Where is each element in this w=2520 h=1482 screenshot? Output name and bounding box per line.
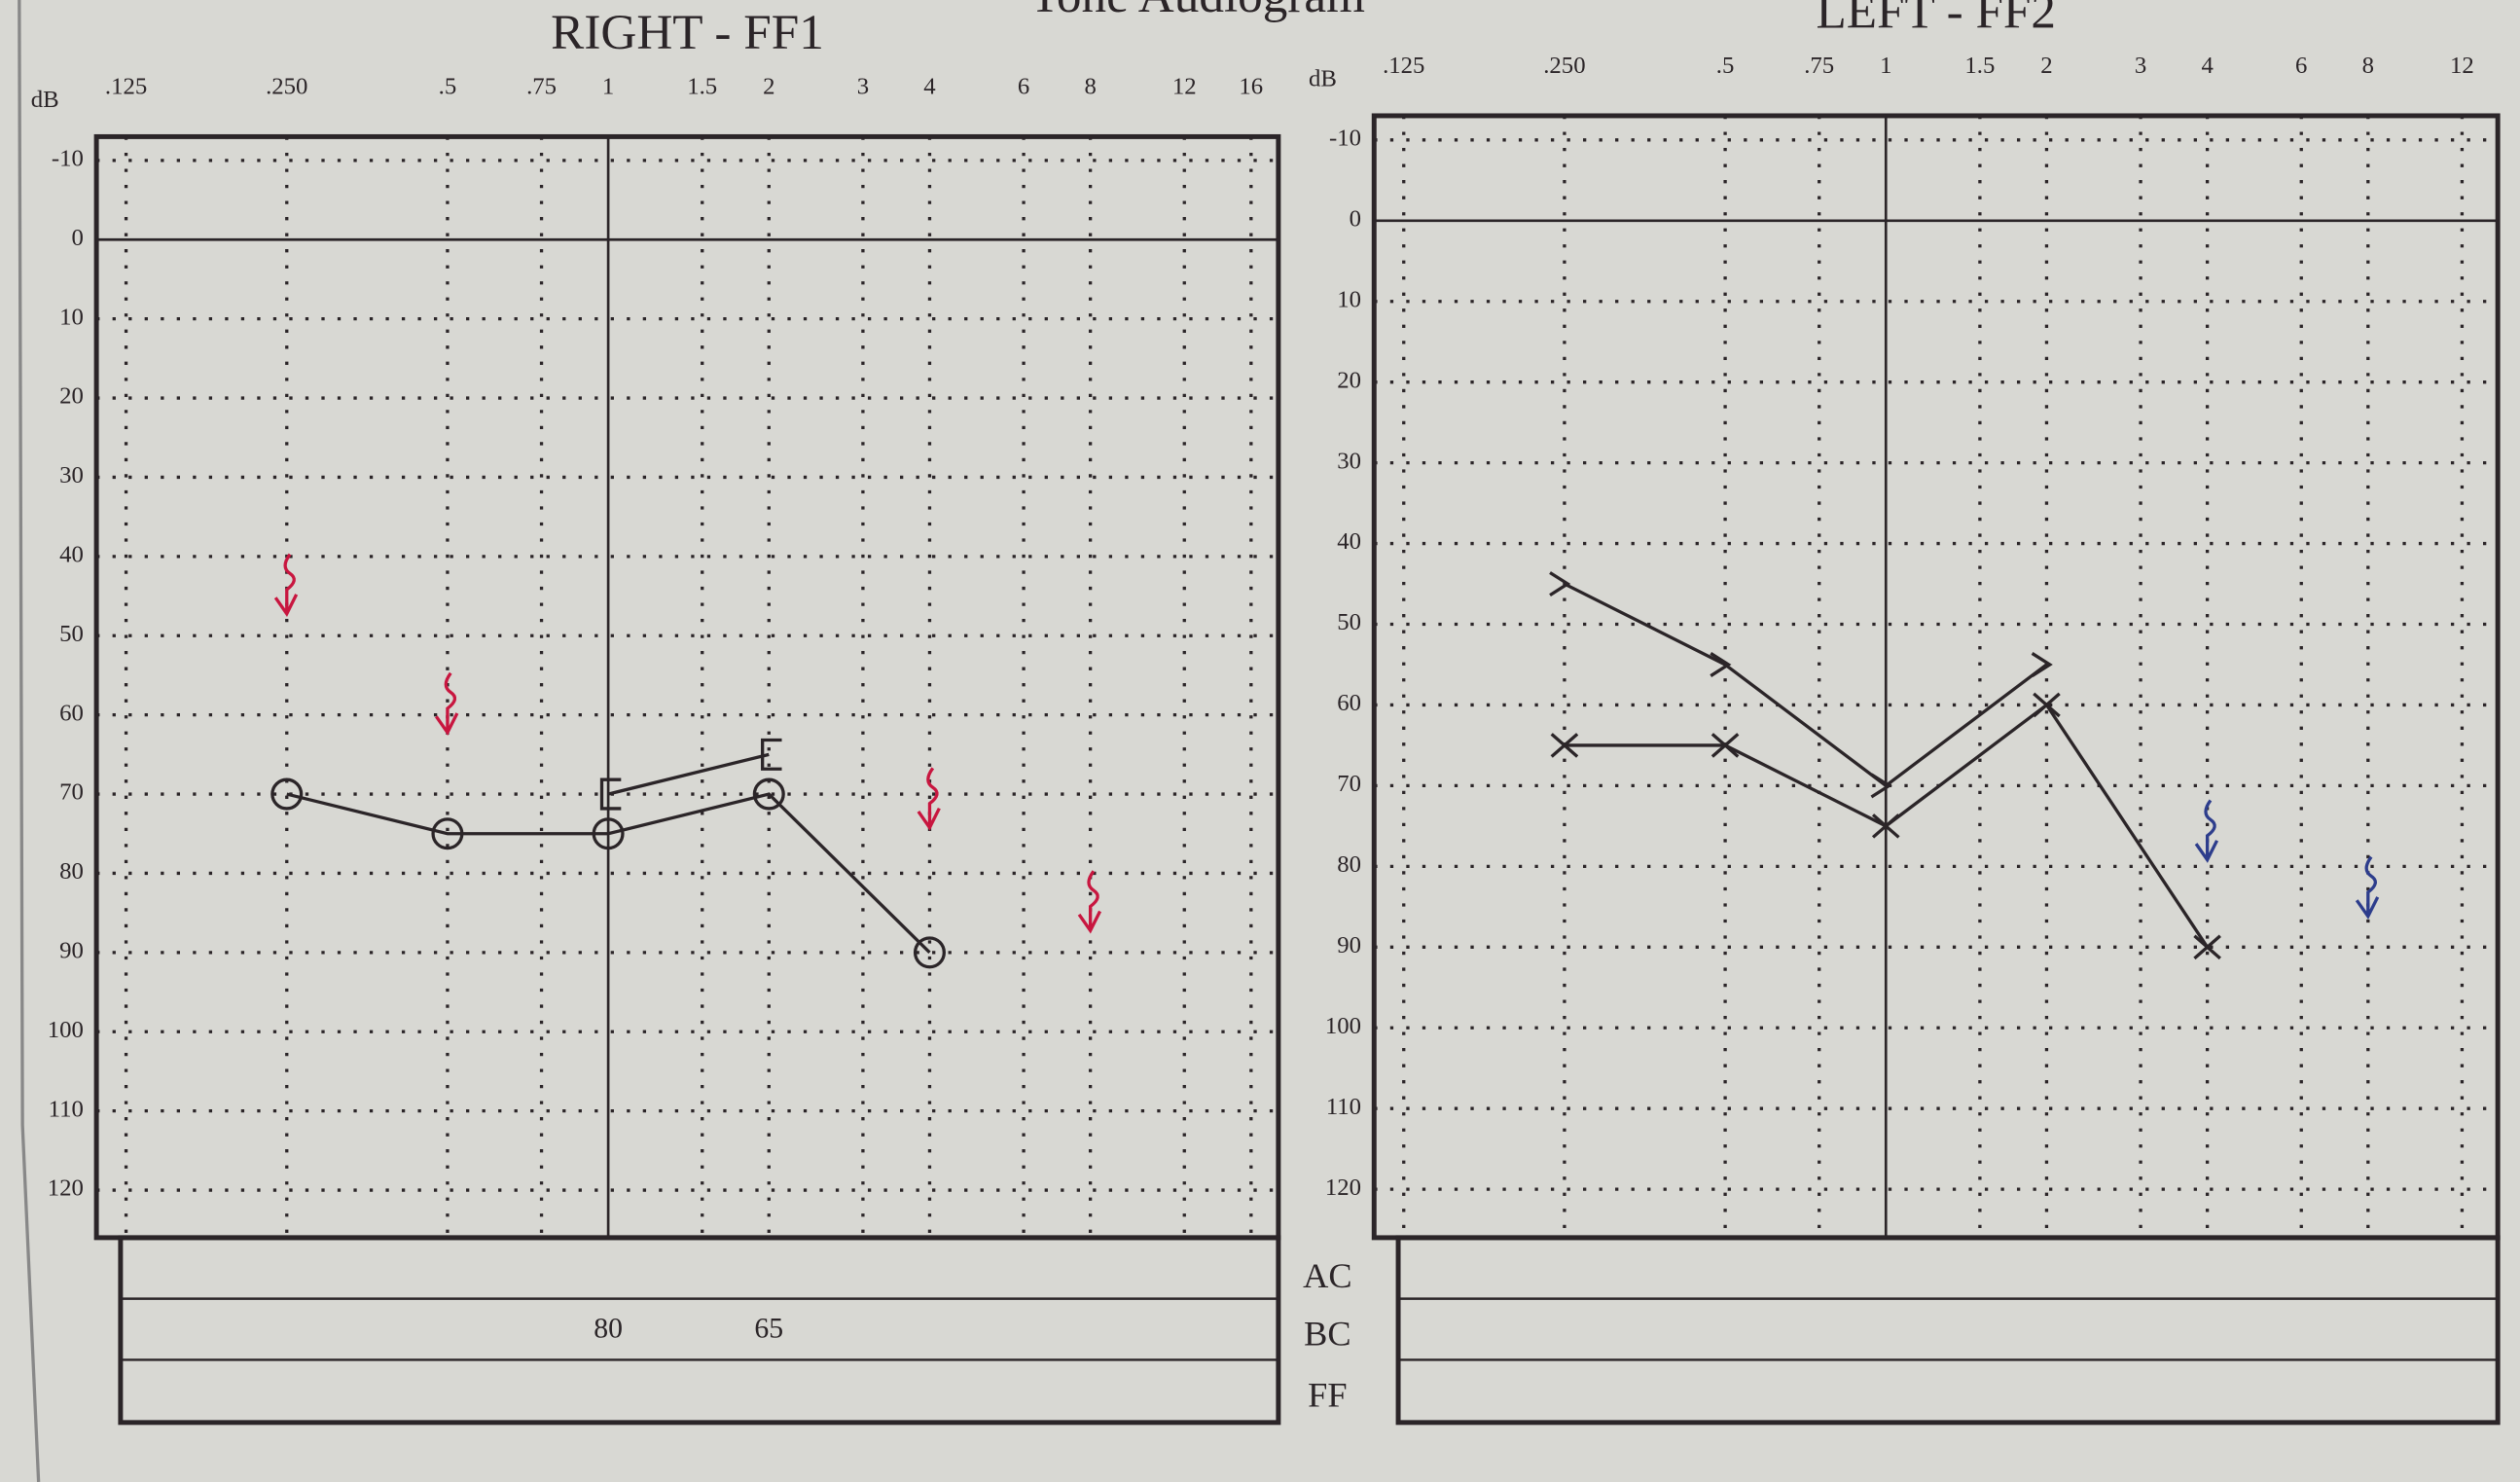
x-tick-label: .250 [1543,53,1585,79]
x-tick-label: 8 [1084,74,1096,100]
table-frame [1395,1235,2501,1426]
bracket-marker [761,738,782,771]
no-response-marker [435,671,459,737]
y-axis-label: dB [1309,65,1337,91]
row-label: BC [1304,1315,1350,1354]
x-tick-label: .125 [105,74,147,100]
y-tick-label: 30 [59,462,84,488]
y-tick-label: 120 [1325,1175,1361,1201]
y-tick-label: 20 [1337,367,1361,393]
y-tick-label: -10 [52,146,84,172]
series-line [1564,582,2048,788]
x-tick-label: 12 [1172,74,1197,100]
series-line [607,752,770,796]
y-tick-label: 10 [1337,286,1361,312]
row-label: AC [1303,1256,1351,1295]
y-tick-label: 40 [1337,528,1361,555]
circle-marker [270,777,304,811]
circle-marker [431,817,464,850]
y-tick-label: 20 [59,383,84,410]
y-tick-label: 40 [59,542,84,568]
x-tick-label: 1 [1880,53,1891,79]
x-tick-label: 1 [602,74,614,100]
x-tick-label: 4 [2201,53,2213,79]
no-response-marker [917,767,941,831]
gt-marker [1870,773,1892,799]
x-tick-label: .250 [266,74,307,100]
no-response-marker [2355,855,2380,920]
x-marker [2033,692,2061,718]
y-tick-label: 50 [59,621,84,647]
table-frame [118,1235,1281,1426]
x-tick-label: 4 [923,74,935,100]
bracket-marker [599,777,622,811]
circle-marker [592,817,625,850]
x-tick-label: 1.5 [1964,53,1995,79]
x-tick-label: 3 [857,74,869,100]
x-tick-label: .75 [1804,53,1834,79]
x-tick-label: 3 [2135,53,2146,79]
y-tick-label: 110 [1326,1094,1361,1120]
paper-edge [18,0,41,1482]
y-tick-label: 80 [59,858,84,885]
x-marker [1550,733,1579,758]
no-response-marker [2194,799,2219,863]
y-axis-label: dB [31,87,59,113]
y-tick-label: 0 [1350,205,1361,232]
y-tick-label: 60 [59,700,84,726]
x-tick-label: .5 [439,74,457,100]
x-tick-label: 6 [2295,53,2307,79]
x-tick-label: 6 [1018,74,1029,100]
y-tick-label: 110 [49,1096,84,1122]
x-marker [2193,934,2221,960]
series-line [286,792,931,955]
x-tick-label: 12 [2450,53,2474,79]
y-tick-label: 90 [1337,932,1361,958]
y-tick-label: 90 [59,938,84,964]
x-marker [1710,733,1740,758]
x-tick-label: 8 [2362,53,2374,79]
y-tick-label: 70 [59,779,84,806]
x-tick-label: .75 [526,74,557,100]
no-response-marker [273,553,299,617]
y-tick-label: 100 [48,1017,84,1043]
no-response-marker [1077,870,1102,934]
page-title: Tone Audiogram [1029,0,1365,23]
circle-marker [913,936,946,969]
y-tick-label: 0 [72,225,84,251]
x-tick-label: .125 [1383,53,1424,79]
y-tick-label: 30 [1337,448,1361,474]
y-tick-label: 70 [1337,771,1361,797]
gt-marker [1549,571,1571,596]
y-tick-label: 50 [1337,609,1361,635]
x-tick-label: 1.5 [687,74,717,100]
x-tick-label: 16 [1239,74,1263,100]
chart-title: RIGHT - FF1 [551,5,824,60]
y-tick-label: 60 [1337,690,1361,716]
y-tick-label: 80 [1337,851,1361,878]
y-tick-label: -10 [1329,126,1361,152]
x-tick-label: .5 [1716,53,1735,79]
row-label: FF [1308,1375,1347,1414]
y-tick-label: 120 [48,1175,84,1202]
chart-title: LEFT - FF2 [1816,0,2056,39]
circle-marker [752,777,785,811]
x-tick-label: 2 [763,74,774,100]
gt-marker [1710,652,1732,677]
y-tick-label: 10 [59,304,84,330]
table-value: 65 [754,1314,783,1345]
table-value: 80 [594,1314,623,1345]
y-tick-label: 100 [1325,1013,1361,1039]
x-marker [1871,813,1900,839]
x-tick-label: 2 [2040,53,2052,79]
gt-marker [2031,652,2053,677]
